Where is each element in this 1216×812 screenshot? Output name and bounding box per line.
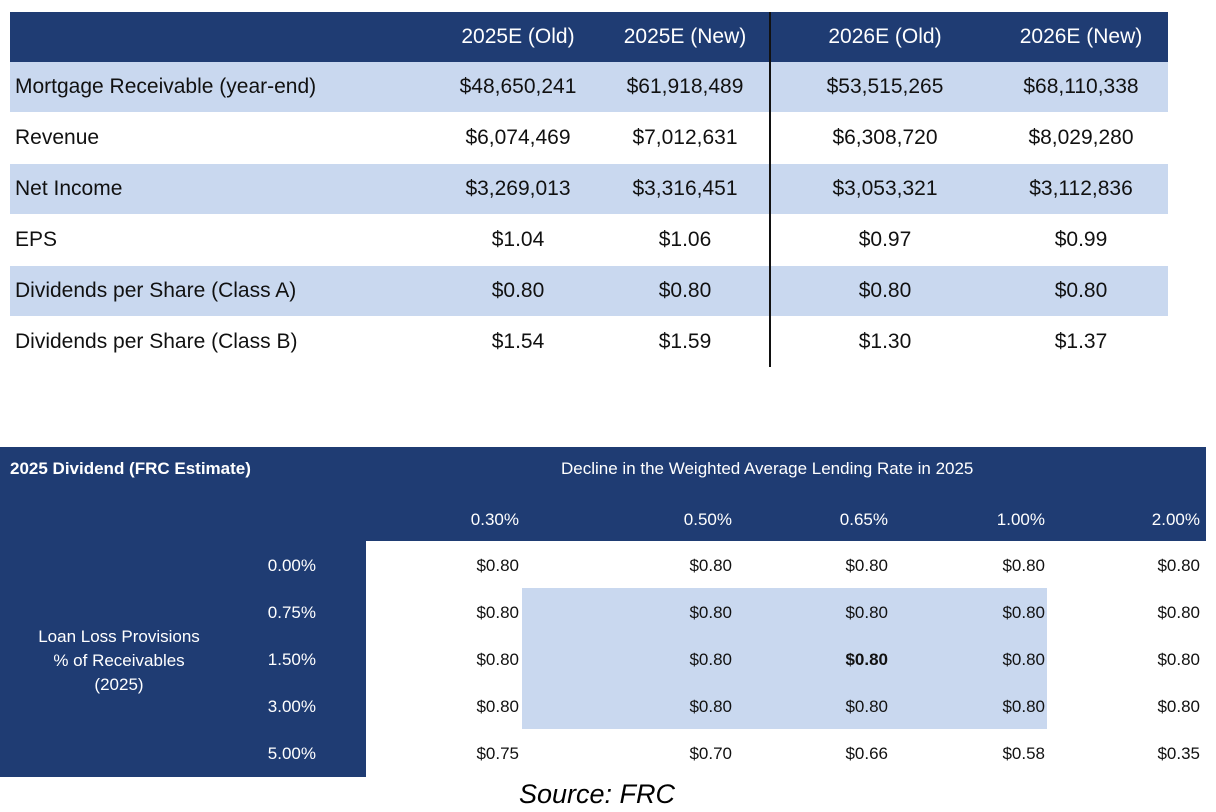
cell-value: $0.80 — [689, 556, 732, 575]
cell-value: $3,112,836 — [1029, 177, 1133, 200]
cell-value: $0.80 — [1157, 650, 1200, 669]
col-header: 0.50% — [683, 510, 732, 529]
row-axis-label-line: % of Receivables — [53, 651, 185, 670]
cell-value: $3,269,013 — [465, 177, 571, 200]
cell-value: $0.80 — [491, 279, 545, 302]
cell-value: $7,012,631 — [632, 126, 738, 149]
row-header-band — [0, 541, 366, 777]
row-axis-label-line: Loan Loss Provisions — [38, 627, 200, 646]
table-row: Revenue $6,074,469 $7,012,631 $6,308,720… — [10, 113, 1168, 163]
row-label: Mortgage Receivable (year-end) — [15, 75, 317, 98]
col-header: 2026E (New) — [1019, 25, 1143, 48]
cell-value: $0.80 — [1002, 650, 1045, 669]
col-header: 2.00% — [1151, 510, 1200, 529]
cell-value: $0.80 — [476, 603, 519, 622]
cell-value: $0.80 — [1002, 556, 1045, 575]
cell-value: $0.80 — [1002, 603, 1045, 622]
cell-value: $1.06 — [658, 228, 712, 251]
cell-value: $8,029,280 — [1028, 126, 1134, 149]
cell-value: $0.99 — [1054, 228, 1108, 251]
cell-value: $0.97 — [858, 228, 912, 251]
row-header: 0.00% — [267, 556, 316, 575]
column-divider — [769, 12, 771, 367]
cell-value: $0.75 — [476, 744, 519, 763]
cell-value: $0.66 — [845, 744, 888, 763]
highlight-region — [522, 588, 1047, 729]
cell-value: $1.04 — [491, 228, 545, 251]
col-header: 2025E (Old) — [461, 25, 575, 48]
cell-value: $3,053,321 — [832, 177, 938, 200]
cell-value: $1.37 — [1054, 330, 1108, 353]
col-header: 0.30% — [470, 510, 519, 529]
cell-value: $6,074,469 — [465, 126, 571, 149]
cell-value: $1.59 — [658, 330, 712, 353]
row-label: Revenue — [15, 126, 100, 149]
col-header: 1.00% — [996, 510, 1045, 529]
row-axis-label-line: (2025) — [94, 675, 144, 694]
cell-value: $0.80 — [476, 697, 519, 716]
column-axis-label: Decline in the Weighted Average Lending … — [561, 459, 974, 478]
row-label: EPS — [15, 228, 58, 251]
cell-value: $0.80 — [476, 556, 519, 575]
row-header: 3.00% — [267, 697, 316, 716]
cell-value: $68,110,338 — [1023, 75, 1139, 98]
table-row: Mortgage Receivable (year-end) $48,650,2… — [10, 62, 1168, 112]
row-label: Net Income — [15, 177, 123, 200]
cell-value: $0.35 — [1157, 744, 1200, 763]
col-header: 0.65% — [839, 510, 888, 529]
row-axis-label: Loan Loss Provisions % of Receivables (2… — [4, 625, 234, 697]
cell-value: $1.54 — [491, 330, 545, 353]
cell-value: $0.80 — [689, 650, 732, 669]
cell-value: $0.80 — [476, 650, 519, 669]
row-header: 5.00% — [267, 744, 316, 763]
cell-value: $0.80 — [1054, 279, 1108, 302]
cell-value: $48,650,241 — [459, 75, 577, 98]
col-header: 2026E (Old) — [828, 25, 942, 48]
cell-value: $0.80 — [1002, 697, 1045, 716]
cell-value: $0.80 — [845, 603, 888, 622]
table-row: Dividends per Share (Class A) $0.80 $0.8… — [10, 266, 1168, 316]
cell-value: $0.80 — [689, 603, 732, 622]
row-header: 1.50% — [267, 650, 316, 669]
cell-value: $3,316,451 — [632, 177, 738, 200]
cell-value: $0.70 — [689, 744, 732, 763]
table-row: Dividends per Share (Class B) $1.54 $1.5… — [10, 317, 1168, 367]
dividend-sensitivity-table: 2025 Dividend (FRC Estimate) Decline in … — [0, 447, 1206, 777]
cell-value: $0.80 — [1157, 697, 1200, 716]
cell-value: $1.30 — [858, 330, 912, 353]
row-header: 0.75% — [267, 603, 316, 622]
cell-value: $0.80 — [658, 279, 712, 302]
base-case-value: $0.80 — [845, 650, 888, 669]
table-title: 2025 Dividend (FRC Estimate) — [10, 459, 251, 478]
row-label: Dividends per Share (Class A) — [15, 279, 297, 302]
cell-value: $0.80 — [845, 697, 888, 716]
cell-value: $0.80 — [689, 697, 732, 716]
cell-value: $0.58 — [1002, 744, 1045, 763]
source-caption: Source: FRC — [519, 779, 676, 809]
header-band — [0, 447, 1206, 541]
cell-value: $0.80 — [845, 556, 888, 575]
col-header: 2025E (New) — [623, 25, 747, 48]
cell-value: $0.80 — [858, 279, 912, 302]
cell-value: $0.80 — [1157, 603, 1200, 622]
cell-value: $53,515,265 — [826, 75, 944, 98]
table-row: EPS $1.04 $1.06 $0.97 $0.99 — [10, 215, 1168, 265]
row-label: Dividends per Share (Class B) — [15, 330, 298, 353]
table-row: Net Income $3,269,013 $3,316,451 $3,053,… — [10, 164, 1168, 214]
cell-value: $61,918,489 — [626, 75, 744, 98]
forecast-table-header: 2025E (Old) 2025E (New) 2026E (Old) 2026… — [10, 12, 1168, 62]
cell-value: $0.80 — [1157, 556, 1200, 575]
cell-value: $6,308,720 — [832, 126, 938, 149]
